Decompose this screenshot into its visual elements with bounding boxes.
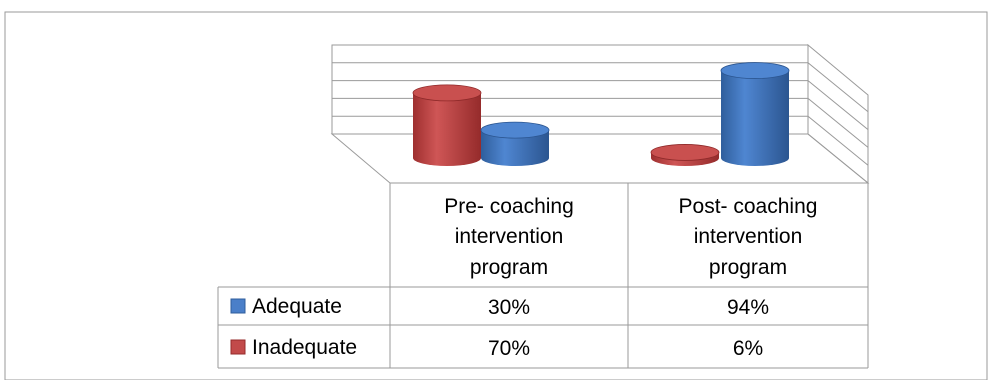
bar-top-cap — [412, 84, 482, 102]
data-label-inadequate-post: 6% — [733, 337, 763, 360]
bars — [412, 62, 790, 166]
category-label-pre-coaching: Pre- coaching intervention program — [444, 195, 574, 279]
category-label-line: Pre- coaching — [444, 195, 574, 218]
bar-body — [413, 92, 481, 166]
data-label-adequate-post: 94% — [727, 296, 769, 319]
gridline — [332, 115, 869, 166]
legend-label-inadequate: Inadequate — [252, 336, 357, 359]
category-label-line: Post- coaching — [679, 195, 818, 218]
category-label-post-coaching: Post- coaching intervention program — [679, 195, 818, 279]
category-label-line: program — [470, 256, 548, 279]
gridline — [332, 62, 869, 113]
side-wall — [807, 43, 869, 185]
legend-key-inadequate — [230, 339, 246, 355]
bar-inadequate-pre — [412, 84, 482, 166]
bar-inadequate-post — [650, 144, 720, 166]
bar-top-cap — [480, 121, 550, 139]
category-label-line: intervention — [694, 225, 803, 248]
legend-key-adequate — [230, 298, 246, 314]
data-label-inadequate-pre: 70% — [488, 337, 530, 360]
bar-body — [721, 70, 789, 166]
gridline — [332, 80, 869, 130]
table-row-adequate: Adequate 30% 94% — [230, 295, 769, 319]
data-table — [217, 182, 869, 369]
gridline — [332, 97, 869, 148]
category-label-line: program — [709, 256, 787, 279]
table-row-inadequate: Inadequate 70% 6% — [230, 336, 763, 360]
data-label-adequate-pre: 30% — [488, 296, 530, 319]
bar-body — [481, 130, 549, 166]
bar-top-cap — [720, 62, 790, 79]
plot-area — [330, 43, 870, 185]
gridlines — [332, 62, 869, 166]
category-label-line: intervention — [455, 225, 564, 248]
bar-adequate-post — [720, 62, 790, 166]
bar-top-cap — [650, 144, 720, 161]
chart-frame — [4, 11, 988, 380]
legend-label-adequate: Adequate — [252, 295, 342, 318]
bar-adequate-pre — [480, 121, 550, 166]
